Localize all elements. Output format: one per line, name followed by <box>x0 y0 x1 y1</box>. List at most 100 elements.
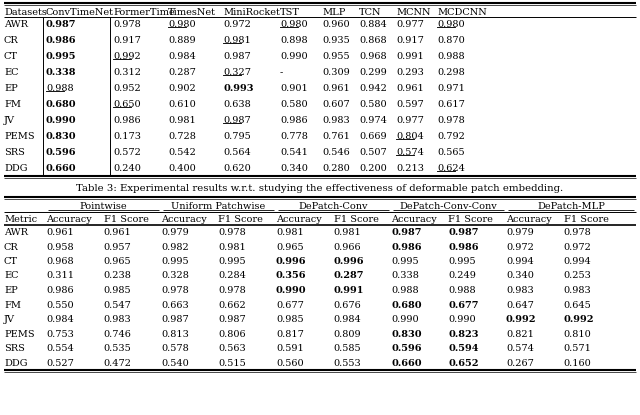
Text: 0.995: 0.995 <box>449 257 476 266</box>
Text: 0.160: 0.160 <box>563 359 591 368</box>
Text: 0.978: 0.978 <box>437 116 465 125</box>
Text: 0.680: 0.680 <box>46 100 77 109</box>
Text: 0.299: 0.299 <box>359 68 387 77</box>
Text: 0.965: 0.965 <box>104 257 131 266</box>
Text: 0.990: 0.990 <box>391 315 419 324</box>
Text: 0.961: 0.961 <box>46 228 74 237</box>
Text: 0.591: 0.591 <box>276 344 304 353</box>
Text: CR: CR <box>4 242 19 251</box>
Text: 0.981: 0.981 <box>276 228 304 237</box>
Text: 0.572: 0.572 <box>113 148 141 157</box>
Text: 0.340: 0.340 <box>280 164 308 173</box>
Text: 0.917: 0.917 <box>113 36 141 45</box>
Text: 0.624: 0.624 <box>437 164 465 173</box>
Text: 0.810: 0.810 <box>563 330 591 339</box>
Text: 0.253: 0.253 <box>563 271 591 281</box>
Text: 0.806: 0.806 <box>218 330 246 339</box>
Text: 0.542: 0.542 <box>168 148 196 157</box>
Text: 0.870: 0.870 <box>437 36 465 45</box>
Text: TST: TST <box>280 8 300 17</box>
Text: 0.617: 0.617 <box>437 100 465 109</box>
Text: 0.985: 0.985 <box>104 286 131 295</box>
Text: 0.971: 0.971 <box>437 84 465 93</box>
Text: 0.868: 0.868 <box>359 36 387 45</box>
Text: Pointwise: Pointwise <box>80 202 127 211</box>
Text: F1 Score: F1 Score <box>563 215 609 224</box>
Text: 0.993: 0.993 <box>223 84 253 93</box>
Text: 0.991: 0.991 <box>333 286 364 295</box>
Text: 0.311: 0.311 <box>46 271 74 281</box>
Text: 0.554: 0.554 <box>46 344 74 353</box>
Text: 0.966: 0.966 <box>333 242 361 251</box>
Text: 0.565: 0.565 <box>437 148 465 157</box>
Text: 0.546: 0.546 <box>322 148 349 157</box>
Text: 0.249: 0.249 <box>449 271 476 281</box>
Text: 0.972: 0.972 <box>506 242 534 251</box>
Text: FM: FM <box>4 300 21 310</box>
Text: 0.240: 0.240 <box>113 164 141 173</box>
Text: 0.340: 0.340 <box>506 271 534 281</box>
Text: 0.977: 0.977 <box>396 20 424 29</box>
Text: 0.978: 0.978 <box>563 228 591 237</box>
Text: 0.968: 0.968 <box>359 52 387 61</box>
Text: 0.917: 0.917 <box>396 36 424 45</box>
Text: 0.988: 0.988 <box>46 84 74 93</box>
Text: MCNN: MCNN <box>396 8 431 17</box>
Text: 0.507: 0.507 <box>359 148 387 157</box>
Text: JV: JV <box>4 116 15 125</box>
Text: 0.987: 0.987 <box>46 20 77 29</box>
Text: 0.994: 0.994 <box>506 257 534 266</box>
Text: 0.984: 0.984 <box>333 315 361 324</box>
Text: 0.680: 0.680 <box>391 300 422 310</box>
Text: 0.547: 0.547 <box>104 300 131 310</box>
Text: 0.994: 0.994 <box>563 257 591 266</box>
Text: 0.974: 0.974 <box>359 116 387 125</box>
Text: 0.955: 0.955 <box>322 52 349 61</box>
Text: 0.527: 0.527 <box>46 359 74 368</box>
Text: 0.979: 0.979 <box>161 228 189 237</box>
Text: 0.972: 0.972 <box>223 20 251 29</box>
Text: SRS: SRS <box>4 344 25 353</box>
Text: 0.990: 0.990 <box>280 52 308 61</box>
Text: 0.287: 0.287 <box>168 68 196 77</box>
Text: 0.987: 0.987 <box>449 228 479 237</box>
Text: 0.778: 0.778 <box>280 132 308 141</box>
Text: 0.978: 0.978 <box>218 228 246 237</box>
Text: Datasets: Datasets <box>4 8 47 17</box>
Text: 0.574: 0.574 <box>506 344 534 353</box>
Text: 0.996: 0.996 <box>276 257 307 266</box>
Text: Table 3: Experimental results w.r.t. studying the effectiveness of deformable pa: Table 3: Experimental results w.r.t. stu… <box>76 184 564 193</box>
Text: DePatch-Conv-Conv: DePatch-Conv-Conv <box>399 202 497 211</box>
Text: 0.987: 0.987 <box>161 315 189 324</box>
Text: 0.987: 0.987 <box>391 228 422 237</box>
Text: 0.987: 0.987 <box>223 116 251 125</box>
Text: 0.338: 0.338 <box>46 68 77 77</box>
Text: 0.813: 0.813 <box>161 330 189 339</box>
Text: DDG: DDG <box>4 164 28 173</box>
Text: 0.472: 0.472 <box>104 359 131 368</box>
Text: 0.645: 0.645 <box>563 300 591 310</box>
Text: 0.981: 0.981 <box>223 36 251 45</box>
Text: PEMS: PEMS <box>4 330 35 339</box>
Text: 0.571: 0.571 <box>563 344 591 353</box>
Text: 0.560: 0.560 <box>276 359 303 368</box>
Text: 0.312: 0.312 <box>113 68 141 77</box>
Text: PEMS: PEMS <box>4 132 35 141</box>
Text: F1 Score: F1 Score <box>333 215 378 224</box>
Text: 0.983: 0.983 <box>563 286 591 295</box>
Text: 0.676: 0.676 <box>333 300 361 310</box>
Text: 0.986: 0.986 <box>391 242 422 251</box>
Text: 0.284: 0.284 <box>218 271 246 281</box>
Text: 0.650: 0.650 <box>113 100 141 109</box>
Text: 0.280: 0.280 <box>322 164 349 173</box>
Text: 0.898: 0.898 <box>280 36 308 45</box>
Text: 0.663: 0.663 <box>161 300 189 310</box>
Text: 0.980: 0.980 <box>280 20 308 29</box>
Text: TCN: TCN <box>359 8 381 17</box>
Text: 0.958: 0.958 <box>46 242 74 251</box>
Text: F1 Score: F1 Score <box>104 215 148 224</box>
Text: Accuracy: Accuracy <box>46 215 92 224</box>
Text: Uniform Patchwise: Uniform Patchwise <box>172 202 266 211</box>
Text: 0.596: 0.596 <box>391 344 422 353</box>
Text: 0.328: 0.328 <box>161 271 189 281</box>
